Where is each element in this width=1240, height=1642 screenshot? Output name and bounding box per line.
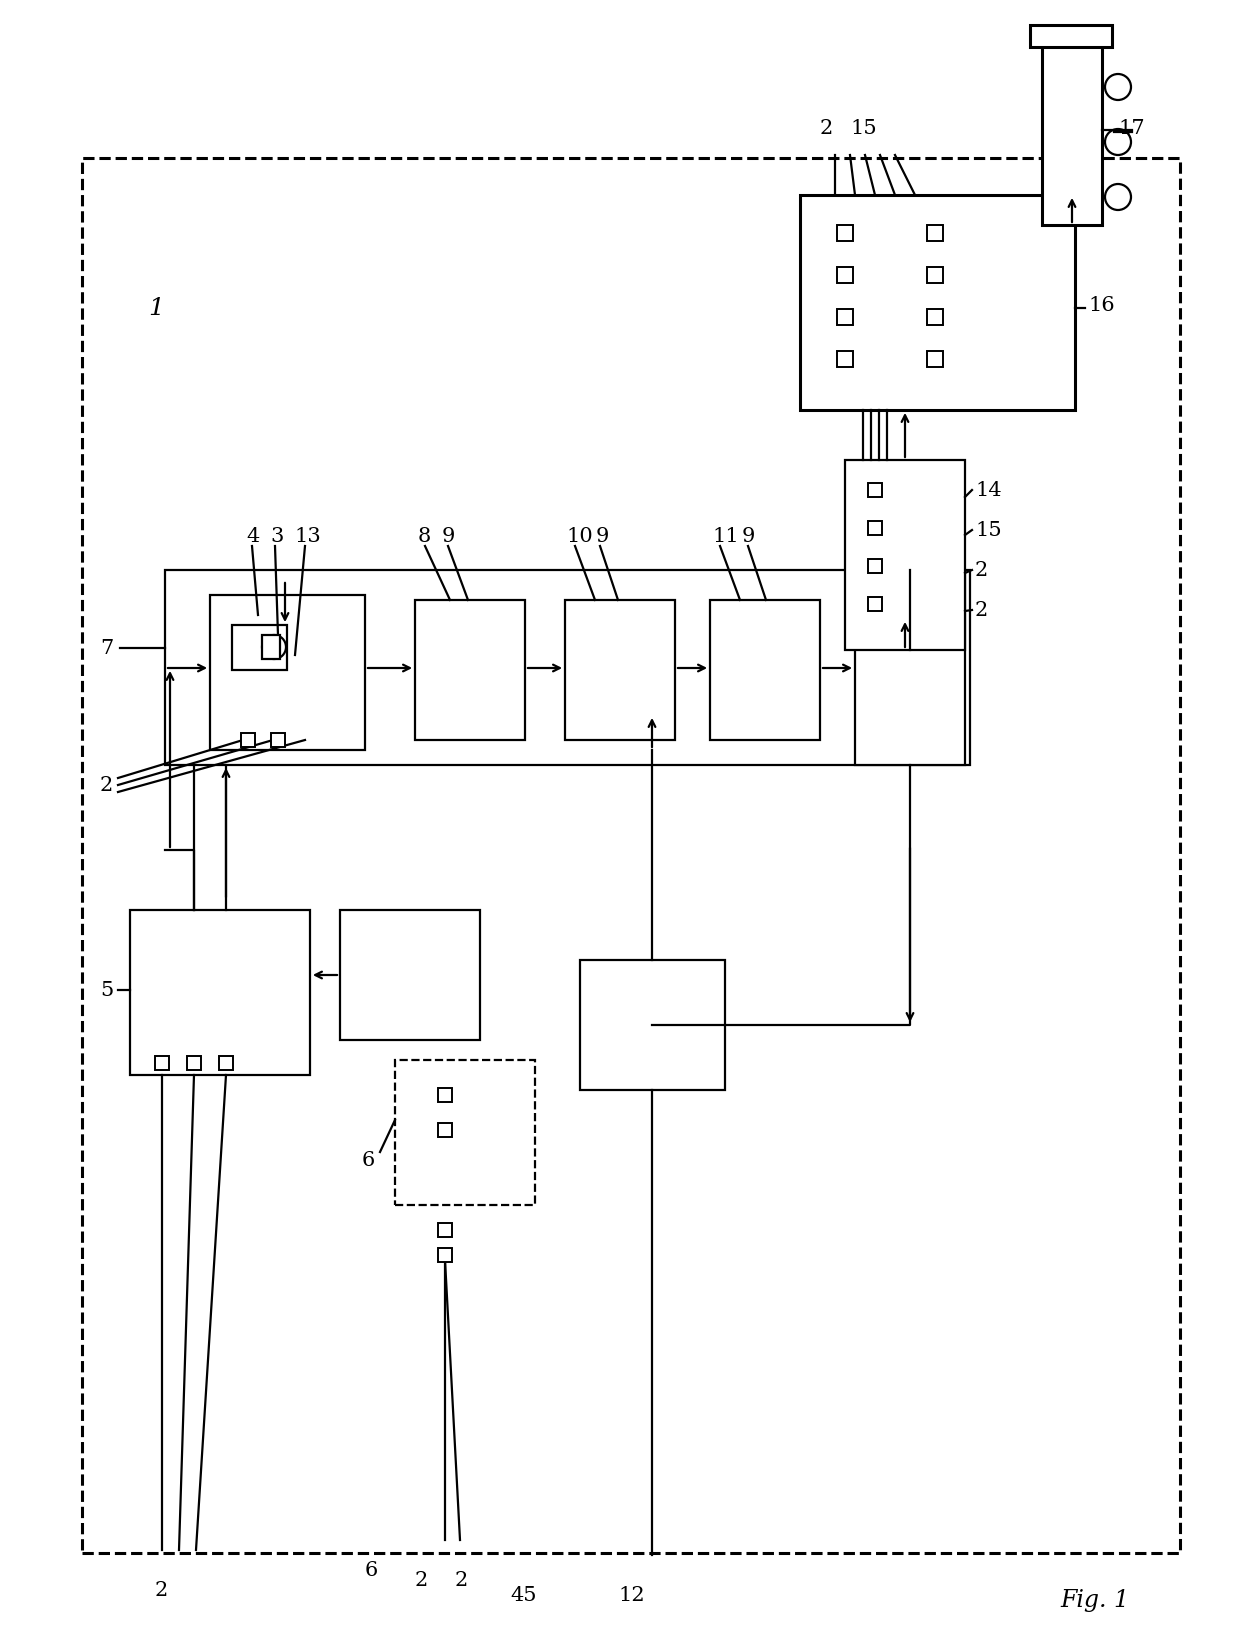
Text: 4: 4 xyxy=(246,527,259,545)
Bar xyxy=(438,1089,453,1102)
Bar xyxy=(868,521,882,535)
Circle shape xyxy=(1105,130,1131,154)
Bar xyxy=(928,225,942,241)
Bar xyxy=(438,1248,453,1263)
Text: 13: 13 xyxy=(294,527,321,545)
Bar xyxy=(262,635,280,658)
Text: 15: 15 xyxy=(975,521,1002,540)
Bar xyxy=(580,961,725,1090)
Text: 3: 3 xyxy=(270,527,284,545)
Bar xyxy=(1042,30,1102,225)
Bar xyxy=(868,483,882,498)
Text: 6: 6 xyxy=(365,1560,378,1580)
Bar xyxy=(711,599,820,741)
Bar xyxy=(82,158,1180,1553)
Text: 8: 8 xyxy=(418,527,432,545)
Text: 7: 7 xyxy=(100,639,113,657)
Text: 12: 12 xyxy=(618,1586,645,1604)
Bar xyxy=(928,351,942,368)
Bar xyxy=(844,460,965,650)
Bar xyxy=(837,351,853,368)
Bar xyxy=(165,570,970,765)
Circle shape xyxy=(1105,74,1131,100)
Bar xyxy=(187,1056,201,1071)
Text: 6: 6 xyxy=(362,1151,376,1169)
Text: 10: 10 xyxy=(565,527,593,545)
Text: 9: 9 xyxy=(596,527,609,545)
Bar xyxy=(438,1123,453,1136)
Circle shape xyxy=(1105,184,1131,210)
Text: 1: 1 xyxy=(148,297,164,320)
Bar xyxy=(565,599,675,741)
Bar xyxy=(232,626,286,670)
Bar xyxy=(1030,25,1112,48)
Text: 9: 9 xyxy=(742,527,755,545)
Bar xyxy=(438,1223,453,1236)
Text: 11: 11 xyxy=(712,527,739,545)
Bar xyxy=(272,732,285,747)
Text: 9: 9 xyxy=(441,527,455,545)
Bar xyxy=(837,309,853,325)
Text: 14: 14 xyxy=(975,481,1002,499)
Bar xyxy=(219,1056,233,1071)
Text: 17: 17 xyxy=(1118,118,1145,138)
Text: 45: 45 xyxy=(510,1586,537,1604)
Bar xyxy=(155,1056,169,1071)
Text: 2: 2 xyxy=(455,1570,469,1589)
Text: 2: 2 xyxy=(975,560,988,580)
Text: 2: 2 xyxy=(155,1581,169,1599)
Bar xyxy=(868,558,882,573)
Bar xyxy=(800,195,1075,410)
Text: 2: 2 xyxy=(975,601,988,619)
Text: 16: 16 xyxy=(1087,296,1115,315)
Circle shape xyxy=(262,635,286,658)
Bar xyxy=(868,598,882,611)
Bar xyxy=(928,268,942,282)
Bar xyxy=(856,570,965,765)
Text: 5: 5 xyxy=(100,980,113,1000)
Bar xyxy=(210,594,365,750)
Text: 2: 2 xyxy=(820,118,833,138)
Bar xyxy=(415,599,525,741)
Bar xyxy=(130,910,310,1076)
Text: Fig. 1: Fig. 1 xyxy=(1060,1588,1128,1611)
Text: 2: 2 xyxy=(415,1570,428,1589)
Bar xyxy=(241,732,255,747)
Bar xyxy=(837,225,853,241)
Bar xyxy=(837,268,853,282)
Text: 2: 2 xyxy=(100,775,113,795)
Bar xyxy=(340,910,480,1039)
Bar xyxy=(396,1061,534,1205)
Bar xyxy=(928,309,942,325)
Text: 15: 15 xyxy=(849,118,877,138)
